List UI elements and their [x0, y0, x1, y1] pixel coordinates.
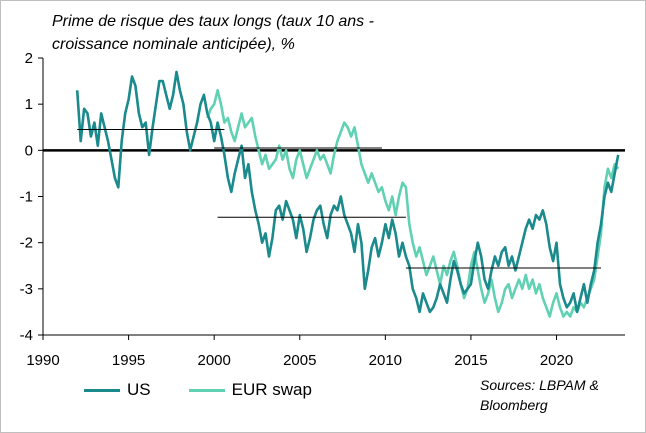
- series-line-eur-swap: [206, 89, 620, 318]
- source-line-1: Sources: LBPAM &: [480, 377, 599, 393]
- y-tick-label: -1: [20, 189, 33, 206]
- legend-swatch-us: [84, 388, 120, 392]
- chart-title-line-2: croissance nominale anticipée), %: [52, 36, 295, 53]
- legend: US EUR swap: [84, 380, 350, 400]
- x-tick-label: 2020: [540, 352, 573, 369]
- x-tick-label: 1995: [112, 352, 145, 369]
- y-tick-label: -4: [20, 327, 33, 344]
- series-line-us: [75, 70, 620, 314]
- y-tick-label: 0: [25, 142, 33, 159]
- chart-title: Prime de risque des taux longs (taux 10 …: [52, 10, 452, 56]
- x-tick-label: 1990: [26, 352, 59, 369]
- y-tick-label: -3: [20, 281, 33, 298]
- legend-label-eur-swap: EUR swap: [231, 380, 312, 399]
- x-tick-label: 2005: [283, 352, 316, 369]
- y-tick-label: -2: [20, 235, 33, 252]
- legend-item-us: US: [84, 380, 151, 400]
- source-line-2: Bloomberg: [480, 397, 548, 413]
- y-tick-label: 1: [25, 96, 33, 113]
- source-note: Sources: LBPAM & Bloomberg: [480, 375, 640, 415]
- x-tick-label: 2010: [369, 352, 402, 369]
- y-tick-label: 2: [25, 50, 33, 67]
- legend-label-us: US: [127, 380, 151, 399]
- chart-title-line-1: Prime de risque des taux longs (taux 10 …: [52, 13, 374, 30]
- legend-item-eur-swap: EUR swap: [188, 380, 312, 400]
- x-tick-label: 2000: [197, 352, 230, 369]
- legend-swatch-eur-swap: [188, 388, 225, 392]
- x-tick-label: 2015: [454, 352, 487, 369]
